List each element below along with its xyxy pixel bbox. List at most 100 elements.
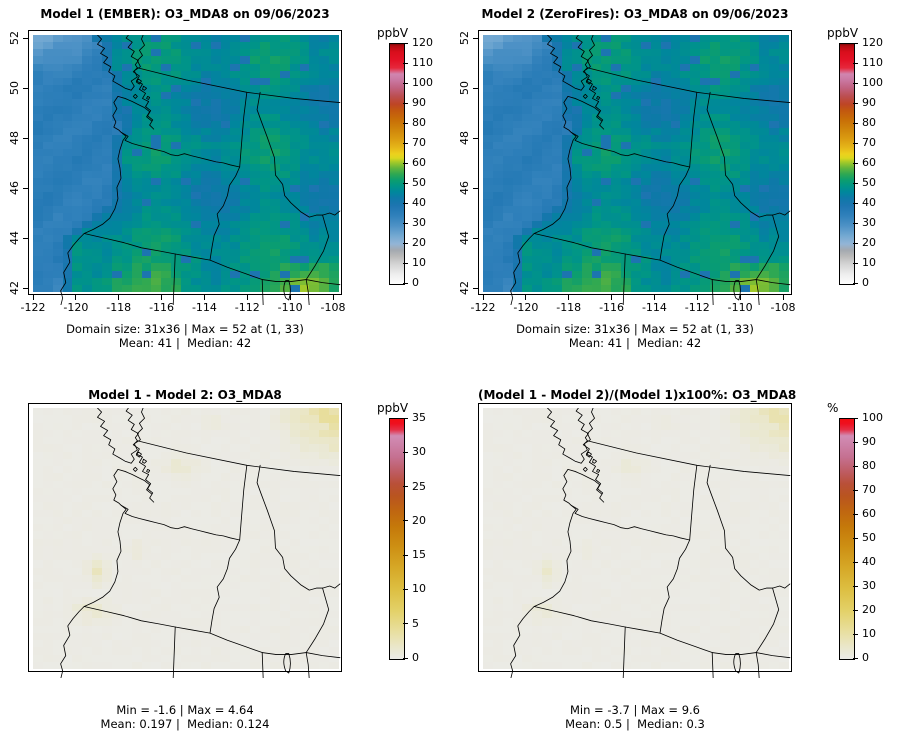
colorbar-tick [853, 633, 858, 635]
colorbar-tick-label: 100 [862, 76, 883, 89]
colorbar-tick-label: 10 [862, 627, 876, 640]
colorbar-tick [403, 202, 408, 204]
colorbar-tick [853, 609, 858, 611]
colorbar-tick-label: 80 [862, 459, 876, 472]
colorbar-tick-label: 60 [412, 156, 426, 169]
panel-model1-stats: Domain size: 31x36 | Max = 52 at (1, 33)… [28, 322, 342, 350]
colorbar-tick [853, 441, 858, 443]
panel-difference-map-overlay [60, 408, 341, 679]
panel-difference-title: Model 1 - Model 2: O3_MDA8 [88, 388, 282, 402]
colorbar-gradient [389, 418, 405, 660]
colorbar-tick-label: 0 [412, 276, 419, 289]
stats-line-minmax: Min = -3.7 | Max = 9.6 [570, 703, 700, 717]
colorbar-tick [403, 520, 408, 522]
colorbar-tick-label: 50 [412, 176, 426, 189]
colorbar-tick [403, 588, 408, 590]
panel-percent-difference-heatmap [483, 408, 789, 669]
y-axis-tick-label: 46 [8, 181, 21, 195]
colorbar-tick-label: 40 [412, 196, 426, 209]
panel-difference-stats: Min = -1.6 | Max = 4.64 Mean: 0.197 | Me… [28, 703, 342, 731]
colorbar-gradient [839, 43, 855, 285]
colorbar-tick [853, 222, 858, 224]
colorbar-gradient [839, 418, 855, 660]
colorbar-tick-label: 70 [412, 136, 426, 149]
colorbar-tick-label: 80 [862, 116, 876, 129]
colorbar-tick [403, 162, 408, 164]
colorbar-tick-label: 110 [412, 56, 433, 69]
colorbar-tick [403, 42, 408, 44]
panel-model2-heatmap [483, 35, 789, 292]
colorbar-tick-label: 20 [412, 236, 426, 249]
colorbar-tick [403, 657, 408, 659]
colorbar-tick-label: 25 [412, 479, 426, 493]
colorbar-tick [403, 142, 408, 144]
colorbar-tick [853, 513, 858, 515]
panel-difference-plotbox [28, 403, 342, 679]
panel-model2-stats: Domain size: 31x36 | Max = 52 at (1, 33)… [478, 322, 792, 350]
panel-model2-title: Model 2 (ZeroFires): O3_MDA8 on 09/06/20… [481, 7, 789, 21]
colorbar-tick [853, 537, 858, 539]
colorbar-tick-label: 30 [412, 445, 426, 459]
y-axis-tick-label: 48 [458, 131, 471, 145]
colorbar-tick-label: 30 [862, 216, 876, 229]
colorbar-tick-label: 10 [862, 256, 876, 269]
colorbar-tick [403, 222, 408, 224]
panel-model1-title: Model 1 (EMBER): O3_MDA8 on 09/06/2023 [40, 7, 330, 21]
panel-model2-plotbox [478, 30, 792, 306]
panel-difference: Model 1 - Model 2: O3_MDA8 ppbV 0 5 10 15 20 2… [0, 376, 450, 752]
colorbar-tick [403, 242, 408, 244]
colorbar-tick-label: 35 [412, 411, 426, 424]
colorbar-tick-label: 0 [862, 651, 869, 664]
colorbar-tick-label: 70 [862, 483, 876, 496]
colorbar-tick [853, 162, 858, 164]
y-axis-tick-label: 42 [458, 281, 471, 295]
colorbar-tick-label: 90 [862, 96, 876, 109]
colorbar-unit-label: ppbV [377, 26, 409, 40]
stats-line-mean: Mean: 41 | Median: 42 [118, 336, 252, 350]
panel-model1: Model 1 (EMBER): O3_MDA8 on 09/06/2023 -… [0, 0, 450, 376]
y-axis-tick-label: 50 [458, 81, 471, 95]
y-axis-tick-label: 44 [8, 231, 21, 245]
colorbar-tick [403, 102, 408, 104]
colorbar-tick [853, 202, 858, 204]
colorbar-tick-label: 20 [862, 236, 876, 249]
colorbar-tick-label: 20 [862, 603, 876, 616]
colorbar-tick-label: 70 [862, 136, 876, 149]
colorbar-tick-label: 60 [862, 156, 876, 169]
colorbar-tick [853, 122, 858, 124]
y-axis-tick-label: 52 [458, 31, 471, 45]
stats-line-mean: Mean: 0.5 | Median: 0.3 [565, 717, 705, 731]
colorbar-tick-label: 50 [862, 176, 876, 189]
colorbar-tick-label: 80 [412, 116, 426, 129]
panel-percent-difference-map-overlay [510, 408, 791, 679]
colorbar-tick-label: 20 [412, 513, 426, 527]
colorbar-tick [853, 657, 858, 659]
panel-model1-heatmap [33, 35, 339, 292]
colorbar-unit-label: % [827, 401, 839, 415]
panel-model1-plotbox [28, 30, 342, 306]
y-axis-tick-label: 42 [8, 281, 21, 295]
colorbar-tick [403, 82, 408, 84]
colorbar-tick-label: 110 [862, 56, 883, 69]
y-axis-tick-label: 52 [8, 31, 21, 45]
colorbar-tick [853, 262, 858, 264]
colorbar-tick-label: 120 [412, 36, 433, 49]
panel-model2: Model 2 (ZeroFires): O3_MDA8 on 09/06/20… [450, 0, 900, 376]
colorbar-tick-label: 90 [862, 435, 876, 448]
colorbar-tick [853, 142, 858, 144]
y-axis-tick-label: 48 [8, 131, 21, 145]
panel-model2-map-overlay [510, 35, 791, 306]
colorbar-tick [403, 282, 408, 284]
colorbar-tick [853, 62, 858, 64]
colorbar-tick [853, 585, 858, 587]
colorbar-tick [403, 554, 408, 556]
colorbar-tick [853, 489, 858, 491]
stats-line-minmax: Min = -1.6 | Max = 4.64 [116, 703, 254, 717]
colorbar-tick [853, 417, 858, 419]
stats-line-domain: Domain size: 31x36 | Max = 52 at (1, 33) [66, 322, 304, 336]
colorbar-tick-label: 30 [862, 579, 876, 592]
colorbar-tick [853, 182, 858, 184]
colorbar-tick [853, 561, 858, 563]
colorbar-tick [403, 486, 408, 488]
colorbar-tick-label: 90 [412, 96, 426, 109]
